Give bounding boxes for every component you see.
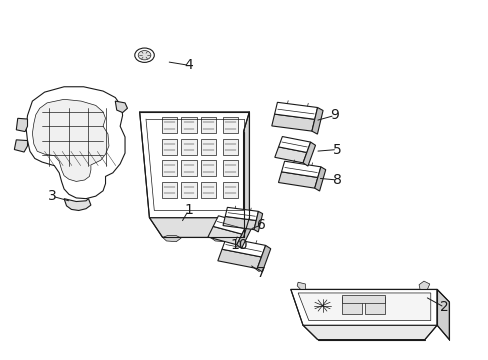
Text: 8: 8 xyxy=(332,173,341,187)
Polygon shape xyxy=(274,102,317,119)
Polygon shape xyxy=(64,199,91,211)
Bar xyxy=(200,117,216,134)
Polygon shape xyxy=(278,136,310,153)
Polygon shape xyxy=(236,224,251,248)
Polygon shape xyxy=(140,112,249,218)
Polygon shape xyxy=(298,293,430,320)
Bar xyxy=(222,117,238,134)
Bar xyxy=(181,160,196,176)
Bar xyxy=(181,139,196,155)
Bar xyxy=(222,160,238,176)
Bar xyxy=(341,295,384,303)
Polygon shape xyxy=(207,226,242,245)
Text: 7: 7 xyxy=(257,266,265,280)
Bar xyxy=(200,160,216,176)
Polygon shape xyxy=(297,282,305,289)
Polygon shape xyxy=(14,140,27,152)
Polygon shape xyxy=(210,235,229,242)
Text: 4: 4 xyxy=(183,58,192,72)
Polygon shape xyxy=(162,235,181,242)
Polygon shape xyxy=(271,114,314,131)
Polygon shape xyxy=(223,216,256,230)
Bar xyxy=(341,297,361,315)
Polygon shape xyxy=(303,142,315,166)
Bar xyxy=(200,182,216,198)
Polygon shape xyxy=(225,207,258,220)
Bar xyxy=(161,160,177,176)
Bar xyxy=(365,297,384,315)
Polygon shape xyxy=(278,172,317,188)
Text: 3: 3 xyxy=(47,189,56,203)
Polygon shape xyxy=(222,238,265,257)
Text: 2: 2 xyxy=(439,300,448,314)
Polygon shape xyxy=(303,325,436,339)
Bar xyxy=(161,117,177,134)
Polygon shape xyxy=(149,218,249,237)
Bar xyxy=(222,139,238,155)
Polygon shape xyxy=(217,249,261,269)
Polygon shape xyxy=(281,161,320,177)
Bar xyxy=(181,182,196,198)
Text: 5: 5 xyxy=(332,143,341,157)
Bar xyxy=(161,182,177,198)
Circle shape xyxy=(138,50,151,60)
Polygon shape xyxy=(26,87,125,199)
Polygon shape xyxy=(274,147,306,163)
Text: 6: 6 xyxy=(257,218,265,232)
Text: 9: 9 xyxy=(329,108,339,122)
Text: 10: 10 xyxy=(230,238,248,252)
Polygon shape xyxy=(213,216,247,234)
Polygon shape xyxy=(290,289,436,325)
Polygon shape xyxy=(16,118,27,132)
Polygon shape xyxy=(311,108,323,134)
Bar xyxy=(161,139,177,155)
Bar xyxy=(200,139,216,155)
Polygon shape xyxy=(115,101,127,113)
Text: 1: 1 xyxy=(183,203,192,217)
Polygon shape xyxy=(257,246,270,272)
Polygon shape xyxy=(418,281,429,289)
Polygon shape xyxy=(436,289,448,339)
Polygon shape xyxy=(32,99,109,181)
Bar xyxy=(222,182,238,198)
Polygon shape xyxy=(314,167,325,191)
Circle shape xyxy=(135,48,154,62)
Polygon shape xyxy=(254,211,262,232)
Polygon shape xyxy=(243,112,249,237)
Bar xyxy=(181,117,196,134)
